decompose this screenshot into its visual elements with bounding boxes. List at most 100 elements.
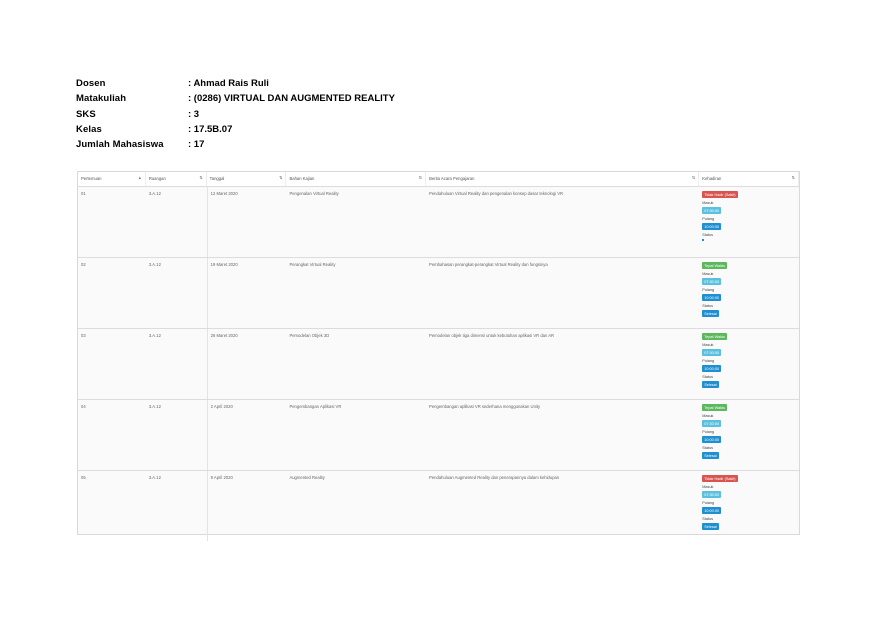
info-value: : 3 [188,108,200,120]
info-label: Kelas [76,124,102,136]
column-header[interactable]: Bahan Kajian ⇅ [286,172,427,186]
cell-bahan-kajian: Perangkat Virtual Reality [289,262,336,267]
status-label: Status [702,516,714,521]
status-label: Pulang [702,429,715,434]
column-header[interactable]: Ruangan ⇅ [146,172,207,186]
cell-pertemuan: 01 [81,191,86,196]
info-value: : 17.5B.07 [188,124,233,136]
status-badge: 10:00:00 [702,365,722,372]
status-badge: 07:30:00 [702,207,722,214]
info-row: Matakuliah : (0286) VIRTUAL DAN AUGMENTED… [76,91,395,106]
cell-berita-acara: Pendahuluan Augmented Reality dan penera… [429,475,560,480]
cell-pertemuan: 05 [81,475,86,480]
status-badge: Tepat Waktu [702,262,728,269]
status-label: Masuk [702,271,714,276]
cell-bahan-kajian: Pemodelan Objek 3D [289,333,330,338]
status-badge: 07:30:00 [702,420,722,427]
cell-kehadiran: Tepat Waktu Masuk 07:30:00 Pulang 10:00:00 St… [699,400,799,470]
cell-kehadiran: Tepat Waktu Masuk 07:30:00 Pulang 10:00:00 St… [699,258,799,328]
table-row: 01 3.A.12 12 Maret 2020 Pengenalan Virtual … [78,187,799,258]
info-label: SKS [76,108,96,120]
cell-tanggal: 19 Maret 2020 [206,258,287,328]
info-row: Jumlah Mahasiswa : 17 [76,137,395,152]
status-badge: 10:00:00 [702,294,722,301]
status-badge: 07:30:00 [702,491,722,498]
sort-icon[interactable]: ⇅ [418,175,423,180]
status-badge: Tepat Waktu [702,333,728,340]
table-row: 04 3.A.12 2 April 2020 Pengembangan Aplikas… [78,400,799,471]
status-label: Pulang [702,500,715,505]
info-label: Dosen [76,78,106,90]
table-row: 05 3.A.12 9 April 2020 Augmented Reality Pen… [78,471,799,541]
status-badge: Selesai [702,381,719,388]
info-label: Jumlah Mahasiswa [76,139,164,151]
status-label: Masuk [702,413,714,418]
cell-kehadiran: Tepat Waktu Masuk 07:30:00 Pulang 10:00:00 St… [699,329,799,399]
sort-icon[interactable]: ⇅ [279,175,283,180]
table-row: 03 3.A.12 26 Maret 2020 Pemodelan Objek 3D P… [78,329,799,400]
column-header-label: Pertemuan [81,176,102,181]
sort-icon[interactable]: ⇅ [199,175,203,180]
status-dot-icon [702,239,705,241]
cell-pertemuan: 04 [81,404,86,409]
status-label: Status [702,374,714,379]
info-row: SKS : 3 [76,107,395,122]
column-header-label: Berita Acara Pengajaran [429,176,475,181]
column-header-label: Bahan Kajian [289,176,315,181]
status-badge: 07:30:00 [702,349,722,356]
status-label: Status [702,232,714,237]
sort-icon[interactable]: ⇅ [691,175,696,180]
status-badge: Selesai [702,523,719,530]
info-value: : (0286) VIRTUAL DAN AUGMENTED REALITY [188,93,395,105]
column-header-label: Kehadiran [702,176,722,181]
cell-berita-acara: Pengembangan aplikasi VR sederhana mengg… [429,404,541,409]
status-label: Pulang [702,287,715,292]
course-info: Dosen : Ahmad Rais Ruli Matakuliah : (0286)… [76,76,395,152]
cell-ruangan: 3.A.12 [148,404,161,409]
column-header-label: Tanggal [209,176,225,181]
status-label: Masuk [702,484,714,489]
cell-berita-acara: Pembahasan perangkat-perangkat Virtual R… [429,262,548,267]
table-body: 01 3.A.12 12 Maret 2020 Pengenalan Virtual … [78,187,799,541]
status-badge: 10:00:00 [702,436,722,443]
status-badge: Tidak Hadir (Sakit) [702,475,738,482]
status-label: Pulang [702,358,715,363]
cell-tanggal: 9 April 2020 [206,471,287,541]
info-value: : 17 [188,139,205,151]
status-badge: Tidak Hadir (Sakit) [702,191,738,198]
cell-pertemuan: 03 [81,333,86,338]
sort-icon[interactable]: ▲ [137,175,142,180]
cell-ruangan: 3.A.12 [148,191,161,196]
status-label: Masuk [702,200,714,205]
status-badge: Selesai [702,310,719,317]
cell-bahan-kajian: Pengembangan Aplikasi VR [289,404,342,409]
status-label: Status [702,445,714,450]
status-label: Status [702,303,714,308]
info-row: Dosen : Ahmad Rais Ruli [76,76,395,91]
cell-ruangan: 3.A.12 [148,475,161,480]
cell-bahan-kajian: Augmented Reality [289,475,325,480]
sort-icon[interactable]: ⇅ [791,175,796,180]
cell-pertemuan: 02 [81,262,86,267]
column-header-label: Ruangan [148,176,166,181]
column-header[interactable]: Tanggal ⇅ [207,172,287,186]
status-badge: Tepat Waktu [702,404,728,411]
info-label: Matakuliah [76,93,127,105]
cell-berita-acara: Pemodelan objek tiga dimensi untuk kebut… [429,333,555,338]
cell-tanggal: 2 April 2020 [206,400,287,470]
attendance-table: Pertemuan ▲ Ruangan ⇅ Tanggal ⇅ Bahan Kajian ⇅ B… [77,171,800,541]
status-badge: 10:00:00 [702,223,722,230]
status-badge: 10:00:00 [702,507,722,514]
column-header[interactable]: Kehadiran ⇅ [699,172,800,186]
cell-tanggal: 26 Maret 2020 [206,329,287,399]
status-label: Masuk [702,342,714,347]
cell-berita-acara: Pendahuluan Virtual Reality dan pengenal… [429,191,564,196]
status-label: Pulang [702,216,715,221]
table-row: 02 3.A.12 19 Maret 2020 Perangkat Virtual R… [78,258,799,329]
cell-tanggal: 12 Maret 2020 [206,187,287,257]
status-badge: Selesai [702,452,719,459]
info-value: : Ahmad Rais Ruli [188,78,269,90]
column-header[interactable]: Pertemuan ▲ [78,172,146,186]
column-header[interactable]: Berita Acara Pengajaran ⇅ [426,172,700,186]
cell-kehadiran: Tidak Hadir (Sakit) Masuk 07:30:00 Pulang 10… [699,471,799,541]
